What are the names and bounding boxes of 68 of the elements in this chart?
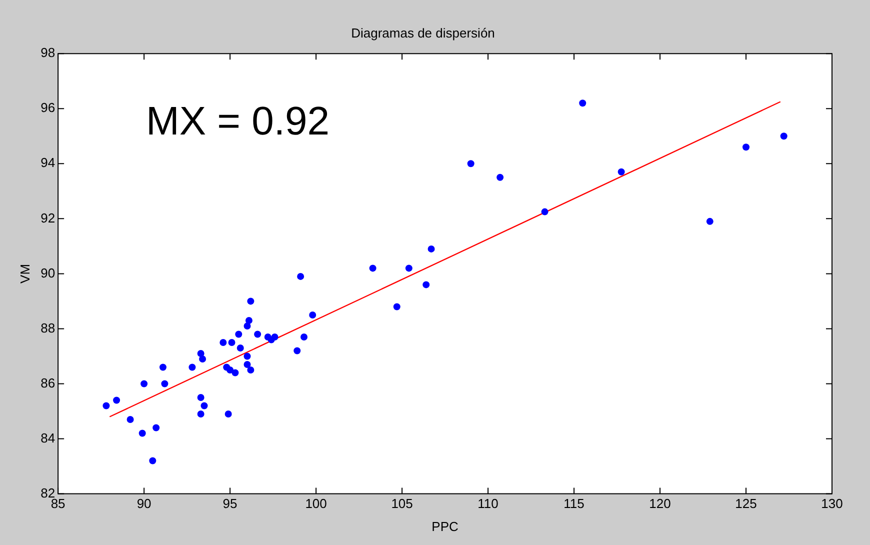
point <box>309 311 316 318</box>
point <box>742 144 750 151</box>
point <box>235 330 242 338</box>
point <box>228 338 236 346</box>
point <box>102 402 110 410</box>
point <box>236 344 244 352</box>
x-axis-title: PPC <box>432 518 458 534</box>
point <box>220 338 227 346</box>
point <box>467 160 474 168</box>
point <box>152 424 160 432</box>
point <box>199 355 206 362</box>
point <box>405 264 412 272</box>
point <box>369 264 376 272</box>
point <box>232 369 239 376</box>
y-tick-label: 84 <box>40 430 56 446</box>
y-tick-label: 88 <box>40 320 56 336</box>
point <box>197 350 204 357</box>
point <box>541 208 548 216</box>
point <box>200 402 208 410</box>
point <box>138 430 146 437</box>
point <box>197 394 204 402</box>
y-tick-label: 90 <box>40 265 56 280</box>
point <box>618 168 625 176</box>
x-tick-label: 120 <box>649 496 671 512</box>
point <box>188 364 196 371</box>
x-tick-label: 110 <box>478 496 498 512</box>
y-tick-label: 96 <box>40 100 56 116</box>
point <box>149 457 156 464</box>
point <box>244 322 251 330</box>
point <box>226 366 234 374</box>
point <box>579 100 586 107</box>
point <box>113 396 120 404</box>
x-tick-label: 125 <box>735 496 757 512</box>
point <box>247 366 254 374</box>
y-tick-label: 98 <box>40 45 56 60</box>
point <box>245 316 252 324</box>
x-tick-label: 130 <box>821 496 843 512</box>
point <box>422 281 430 288</box>
point <box>159 364 166 371</box>
x-tick-label: 100 <box>305 496 327 512</box>
point <box>297 272 304 280</box>
x-tick-label: 90 <box>136 496 152 512</box>
chart-title: Diagramas de dispersión <box>351 25 495 40</box>
x-tick-label: 105 <box>391 496 413 512</box>
point <box>247 298 254 305</box>
point <box>126 416 134 424</box>
point <box>244 360 251 368</box>
point <box>300 333 308 340</box>
point <box>294 347 301 354</box>
x-tick-label: 115 <box>564 496 584 512</box>
point <box>496 174 504 181</box>
point <box>780 132 788 140</box>
point <box>254 330 262 338</box>
point <box>268 336 275 344</box>
annotation: MX = 0.92 <box>146 100 330 144</box>
point <box>244 352 251 360</box>
point <box>197 410 204 418</box>
point <box>161 380 168 388</box>
x-tick-label: 95 <box>222 496 238 512</box>
y-tick-label: 92 <box>40 210 56 226</box>
y-tick-label: 94 <box>40 155 56 170</box>
point <box>428 245 435 252</box>
y-tick-label: 86 <box>40 375 56 390</box>
point <box>706 218 714 225</box>
y-axis-title: VM <box>17 264 32 284</box>
point <box>224 410 232 418</box>
point <box>393 303 400 310</box>
point <box>140 380 148 388</box>
